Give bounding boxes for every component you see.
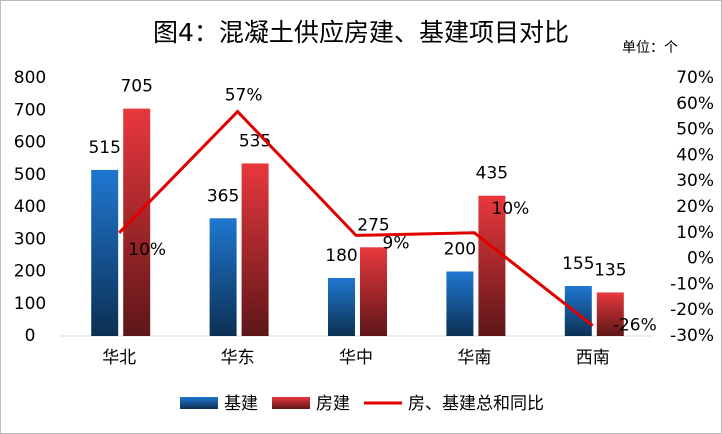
y2-tick-label: 40% [676,145,714,165]
y-tick-label: 0 [25,326,36,346]
bar-value-label: 275 [357,215,389,235]
y-tick-label: 700 [14,100,46,120]
x-tick-label: 西南 [576,348,610,368]
legend-swatch [272,397,310,409]
legend-label: 房建 [316,394,350,414]
legend-label: 基建 [224,394,258,414]
x-tick-label: 华南 [457,348,491,368]
y2-tick-label: -30% [670,326,714,346]
x-tick-label: 华中 [339,348,373,368]
y-tick-label: 200 [14,262,46,282]
y-tick-label: 300 [14,229,46,249]
bar-value-label: 180 [325,246,357,266]
bar-value-label: 705 [120,77,152,97]
line-value-label: -26% [613,316,657,336]
bar [360,247,387,336]
y-tick-label: 100 [14,294,46,314]
line [118,109,594,327]
bar-value-label: 200 [444,240,476,260]
line-value-label: 57% [225,86,263,106]
y2-tick-label: 0% [687,249,714,269]
bar-value-label: 155 [562,254,594,274]
y2-tick-label: 10% [676,223,714,243]
y2-tick-label: 60% [676,94,714,114]
y2-tick-label: 70% [676,68,714,88]
y2-tick-label: 30% [676,171,714,191]
bar-value-label: 435 [476,164,508,184]
y2-tick-label: -10% [670,274,714,294]
x-tick-label: 华东 [221,348,255,368]
bar [446,271,474,336]
bar [91,169,119,336]
bar-value-label: 135 [594,260,626,280]
unit-label: 单位：个 [622,40,678,56]
y-tick-label: 600 [14,133,46,153]
bar [564,286,592,336]
line-value-label: 10% [492,199,530,219]
bar [209,218,237,336]
bar [241,163,269,336]
bar [123,108,151,336]
y2-tick-label: 20% [676,197,714,217]
y2-tick-label: 50% [676,120,714,140]
bar [478,195,506,336]
bar [328,277,355,336]
bar-value-label: 515 [88,138,120,158]
y-tick-label: 800 [14,68,46,88]
bar-value-label: 365 [207,186,239,206]
x-tick-label: 华北 [102,348,136,368]
y-tick-label: 500 [14,165,46,185]
y2-tick-label: -20% [670,300,714,320]
line-value-label: 9% [383,233,410,253]
chart-title: 图4：混凝土供应房建、基建项目对比 [153,18,569,47]
bar [596,292,624,336]
y-tick-label: 400 [14,197,46,217]
legend-label: 房、基建总和同比 [408,394,544,414]
legend-swatch [180,397,218,409]
line-value-label: 10% [128,240,166,260]
